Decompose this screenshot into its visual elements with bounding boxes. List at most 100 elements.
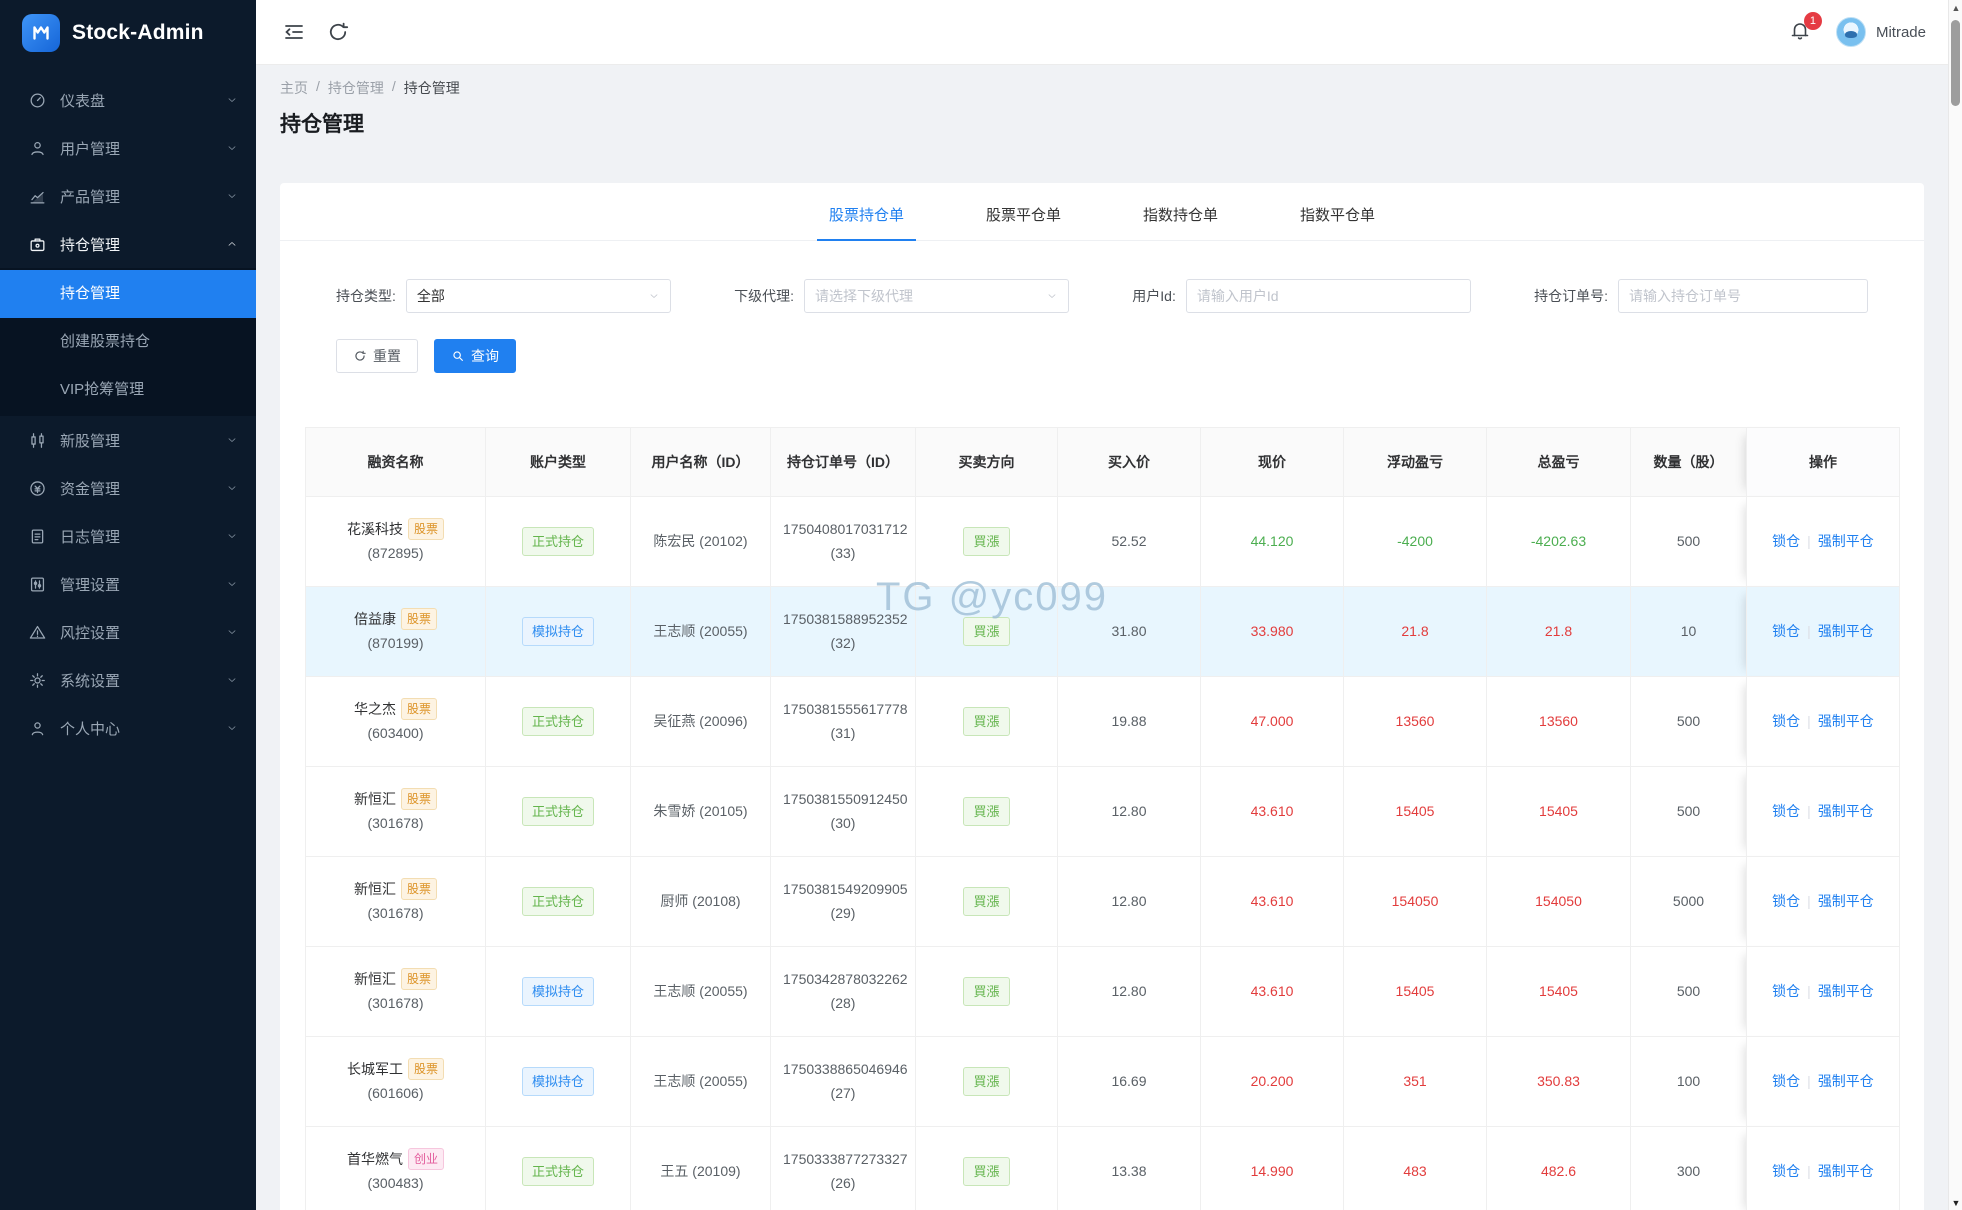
sidebar-subitem[interactable]: 创建股票持仓 [60,333,151,350]
scroll-down-icon[interactable]: ▼ [1951,1198,1961,1208]
sidebar-subitem[interactable]: VIP抢筹管理 [60,381,145,398]
tab-inactive[interactable]: 指数持仓单 [1143,207,1219,224]
lock-position-link[interactable]: 锁仓 [1772,802,1801,819]
order-cell: 1750381549209905 (29) [770,856,916,947]
filter-label: 持仓类型: [336,288,396,304]
sidebar-item-8[interactable]: 风控设置 [0,608,256,656]
force-close-link[interactable]: 强制平仓 [1817,982,1874,999]
actions-cell: 锁仓 | 强制平仓 [1746,1036,1900,1127]
force-close-link[interactable]: 强制平仓 [1817,622,1874,639]
direction-badge: 買漲 [963,1067,1010,1096]
market-tag: 股票 [400,877,437,900]
products-icon [28,187,47,206]
lock-position-link[interactable]: 锁仓 [1772,712,1801,729]
tabs: 股票持仓单 股票平仓单 指数持仓单 指数平仓单 [280,183,1924,241]
lock-position-link[interactable]: 锁仓 [1772,1072,1801,1089]
column-header: 买卖方向 [915,427,1058,497]
sidebar-item-5[interactable]: 资金管理 [0,464,256,512]
user-id-input[interactable] [1196,288,1460,304]
market-tag: 股票 [407,517,444,540]
stock-name-cell: 长城军工 股票 (601606) [305,1036,486,1127]
force-close-link[interactable]: 强制平仓 [1817,532,1874,549]
refresh-icon[interactable] [326,20,350,44]
tab-inactive[interactable]: 指数平仓单 [1300,207,1376,224]
reset-button[interactable]: 重置 [336,339,418,373]
force-close-link[interactable]: 强制平仓 [1817,712,1874,729]
force-close-link[interactable]: 强制平仓 [1817,1072,1874,1089]
breadcrumb-item[interactable]: 主页 [280,80,308,96]
tab-active[interactable]: 股票持仓单 [816,200,916,241]
tab-inactive[interactable]: 股票平仓单 [985,207,1061,224]
user-cell: 王志顺 (20055) [630,1036,771,1127]
force-close-link[interactable]: 强制平仓 [1817,892,1874,909]
quantity-cell: 300 [1630,1126,1747,1210]
current-price-cell: 43.610 [1200,856,1344,947]
column-header: 操作 [1746,427,1900,497]
user-avatar[interactable] [1835,17,1866,47]
stock-name: 新恒汇 [353,880,396,897]
floating-pl-cell: 483 [1343,1126,1487,1210]
table-row: 新恒汇 股票 (301678) 模拟持仓 王志顺 (20055) 175034287803… [305,946,1900,1037]
sidebar-item-3[interactable]: 持仓管理 [0,220,256,268]
actions-cell: 锁仓 | 强制平仓 [1746,766,1900,857]
app-title: Stock-Admin [72,21,204,44]
force-close-link[interactable]: 强制平仓 [1817,802,1874,819]
sidebar-item-10[interactable]: 个人中心 [0,704,256,752]
chevron-down-icon [226,578,238,590]
order-no-input[interactable] [1629,288,1857,304]
account-type-badge: 模拟持仓 [521,977,594,1006]
stock-code: (870199) [367,634,424,651]
chevron-down-icon [226,722,238,734]
stock-code: (603400) [367,724,424,741]
sidebar-item-1[interactable]: 用户管理 [0,124,256,172]
column-header: 浮动盈亏 [1343,427,1487,497]
order-cell: 1750408017031712 (33) [770,496,916,587]
sidebar-item-label: 新股管理 [60,432,121,450]
lock-position-link[interactable]: 锁仓 [1772,622,1801,639]
sidebar-item-label: 系统设置 [60,672,121,690]
stock-code: (601606) [367,1084,424,1101]
scroll-up-icon[interactable]: ▲ [1951,3,1961,13]
lock-position-link[interactable]: 锁仓 [1772,1162,1801,1179]
column-header: 数量（股） [1630,427,1747,497]
buy-price-cell: 19.88 [1057,676,1201,767]
profile-icon [28,719,47,738]
query-button[interactable]: 查询 [434,339,516,373]
stock-name: 新恒汇 [353,790,396,807]
users-icon [28,139,47,158]
lock-position-link[interactable]: 锁仓 [1772,892,1801,909]
sidebar-item-7[interactable]: 管理设置 [0,560,256,608]
force-close-link[interactable]: 强制平仓 [1817,1162,1874,1179]
account-type-cell: 模拟持仓 [485,586,631,677]
sidebar-item-4[interactable]: 新股管理 [0,416,256,464]
filter-user-id: 用户Id: [1132,279,1471,313]
notification-badge: 1 [1803,12,1822,30]
filter-label: 下级代理: [734,288,795,304]
position-type-select[interactable]: 全部 [405,279,671,313]
sub-agent-select[interactable]: 请选择下级代理 [804,279,1070,313]
sidebar-item-label: 个人中心 [60,720,121,738]
floating-pl-cell: 15405 [1343,946,1487,1037]
buy-price-cell: 13.38 [1057,1126,1201,1210]
account-type-badge: 模拟持仓 [521,617,594,646]
order-cell: 1750381555617778 (31) [770,676,916,767]
sidebar-item-9[interactable]: 系统设置 [0,656,256,704]
lock-position-link[interactable]: 锁仓 [1772,982,1801,999]
total-pl-cell: 482.6 [1486,1126,1631,1210]
notifications-button[interactable]: 1 [1788,12,1822,45]
lock-position-link[interactable]: 锁仓 [1772,532,1801,549]
sidebar-item-2[interactable]: 产品管理 [0,172,256,220]
new-stock-icon [28,431,47,450]
market-tag: 股票 [400,787,437,810]
action-divider: | [1807,802,1811,819]
sidebar-item-6[interactable]: 日志管理 [0,512,256,560]
vertical-scrollbar[interactable]: ▲ ▼ [1948,0,1962,1210]
sidebar-subitem[interactable]: 持仓管理 [0,270,256,318]
breadcrumb-item[interactable]: 持仓管理 [327,80,384,96]
total-pl-cell: 21.8 [1486,586,1631,677]
scrollbar-thumb[interactable] [1951,20,1960,106]
stock-name: 长城军工 [346,1060,403,1077]
collapse-sidebar-icon[interactable] [282,20,306,44]
total-pl-cell: 13560 [1486,676,1631,767]
sidebar-item-0[interactable]: 仪表盘 [0,76,256,124]
